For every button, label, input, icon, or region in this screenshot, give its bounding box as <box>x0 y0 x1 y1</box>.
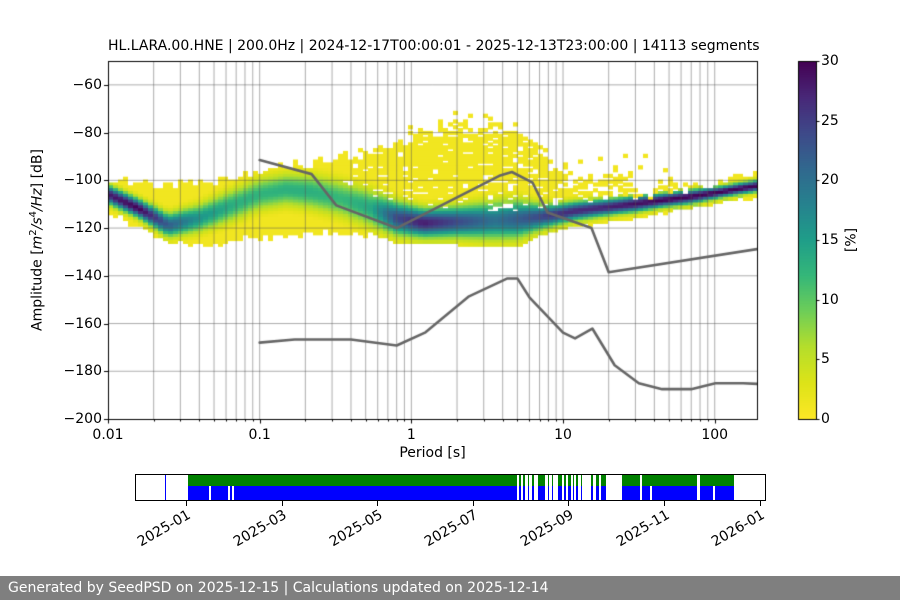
y-tick-label: −60 <box>72 76 102 93</box>
coverage-gap <box>529 475 532 500</box>
coverage-gap <box>208 486 211 500</box>
y-tick-label: −140 <box>63 267 102 284</box>
y-tick-label: −200 <box>63 411 102 427</box>
y-axis-label-part: / <box>29 206 46 211</box>
coverage-gap <box>533 475 538 500</box>
y-tick-label: −160 <box>63 315 102 332</box>
plot-title: HL.LARA.00.HNE | 200.0Hz | 2024-12-17T00… <box>108 38 760 54</box>
coverage-gap <box>570 475 573 500</box>
y-axis-label-part: Hz <box>29 188 46 207</box>
coverage-gap <box>605 475 623 500</box>
coverage-gap <box>232 486 235 500</box>
y-axis-label-part: m <box>29 235 46 250</box>
x-tick-label: 10 <box>554 427 572 443</box>
y-tick-label: −180 <box>63 363 102 380</box>
coverage-gap <box>578 475 581 500</box>
coverage-gap <box>598 475 602 500</box>
colorbar-label: [%] <box>843 227 860 253</box>
coverage-gap <box>516 475 520 500</box>
coverage-segment-blue <box>187 486 735 500</box>
coverage-gap <box>712 486 715 500</box>
colorbar-tick-label: 30 <box>821 53 839 69</box>
colorbar-tick-label: 5 <box>821 351 830 368</box>
colorbar-tick-label: 15 <box>821 232 839 248</box>
footer-text: Generated by SeedPSD on 2025-12-15 | Cal… <box>8 580 549 596</box>
coverage-gap <box>520 475 524 500</box>
coverage-gap <box>566 475 569 500</box>
y-axis-label-part: 4 <box>27 210 39 218</box>
timeline-tick <box>281 501 283 506</box>
coverage-gap <box>697 475 700 500</box>
coverage-segment-green <box>187 475 735 486</box>
x-tick-label: 0.01 <box>92 427 124 443</box>
colorbar-tick-label: 25 <box>821 112 839 129</box>
coverage-gap <box>525 475 528 500</box>
x-tick-label: 1 <box>406 427 416 443</box>
coverage-gap <box>553 475 559 500</box>
coverage-gap <box>574 475 577 500</box>
coverage-gap <box>561 475 565 500</box>
timeline-tick <box>663 501 665 506</box>
coverage-gap <box>227 486 230 500</box>
timeline-tick <box>377 501 379 506</box>
coverage-gap <box>549 475 552 500</box>
x-axis-label: Period [s] <box>399 445 466 461</box>
coverage-gap <box>649 486 652 500</box>
coverage-gap <box>581 475 592 500</box>
timeline-tick <box>759 501 761 506</box>
coverage-gap <box>593 475 596 500</box>
timeline-tick <box>472 501 474 506</box>
footer-bar: Generated by SeedPSD on 2025-12-15 | Cal… <box>0 576 900 600</box>
colorbar-tick-label: 0 <box>821 411 830 427</box>
colorbar-tick-label: 20 <box>821 172 839 189</box>
timeline-tick <box>568 501 570 506</box>
x-tick-label: 100 <box>701 427 729 443</box>
coverage-gap <box>639 475 642 500</box>
coverage-timeline <box>135 474 766 501</box>
x-tick-label: 0.1 <box>248 427 271 443</box>
y-tick-label: −80 <box>72 124 102 141</box>
coverage-lone-mark <box>164 475 167 500</box>
y-tick-label: −120 <box>63 220 102 237</box>
colorbar-tick-label: 10 <box>821 291 839 308</box>
coverage-gap <box>545 475 548 500</box>
timeline-tick <box>185 501 187 506</box>
y-tick-label: −100 <box>63 172 102 189</box>
